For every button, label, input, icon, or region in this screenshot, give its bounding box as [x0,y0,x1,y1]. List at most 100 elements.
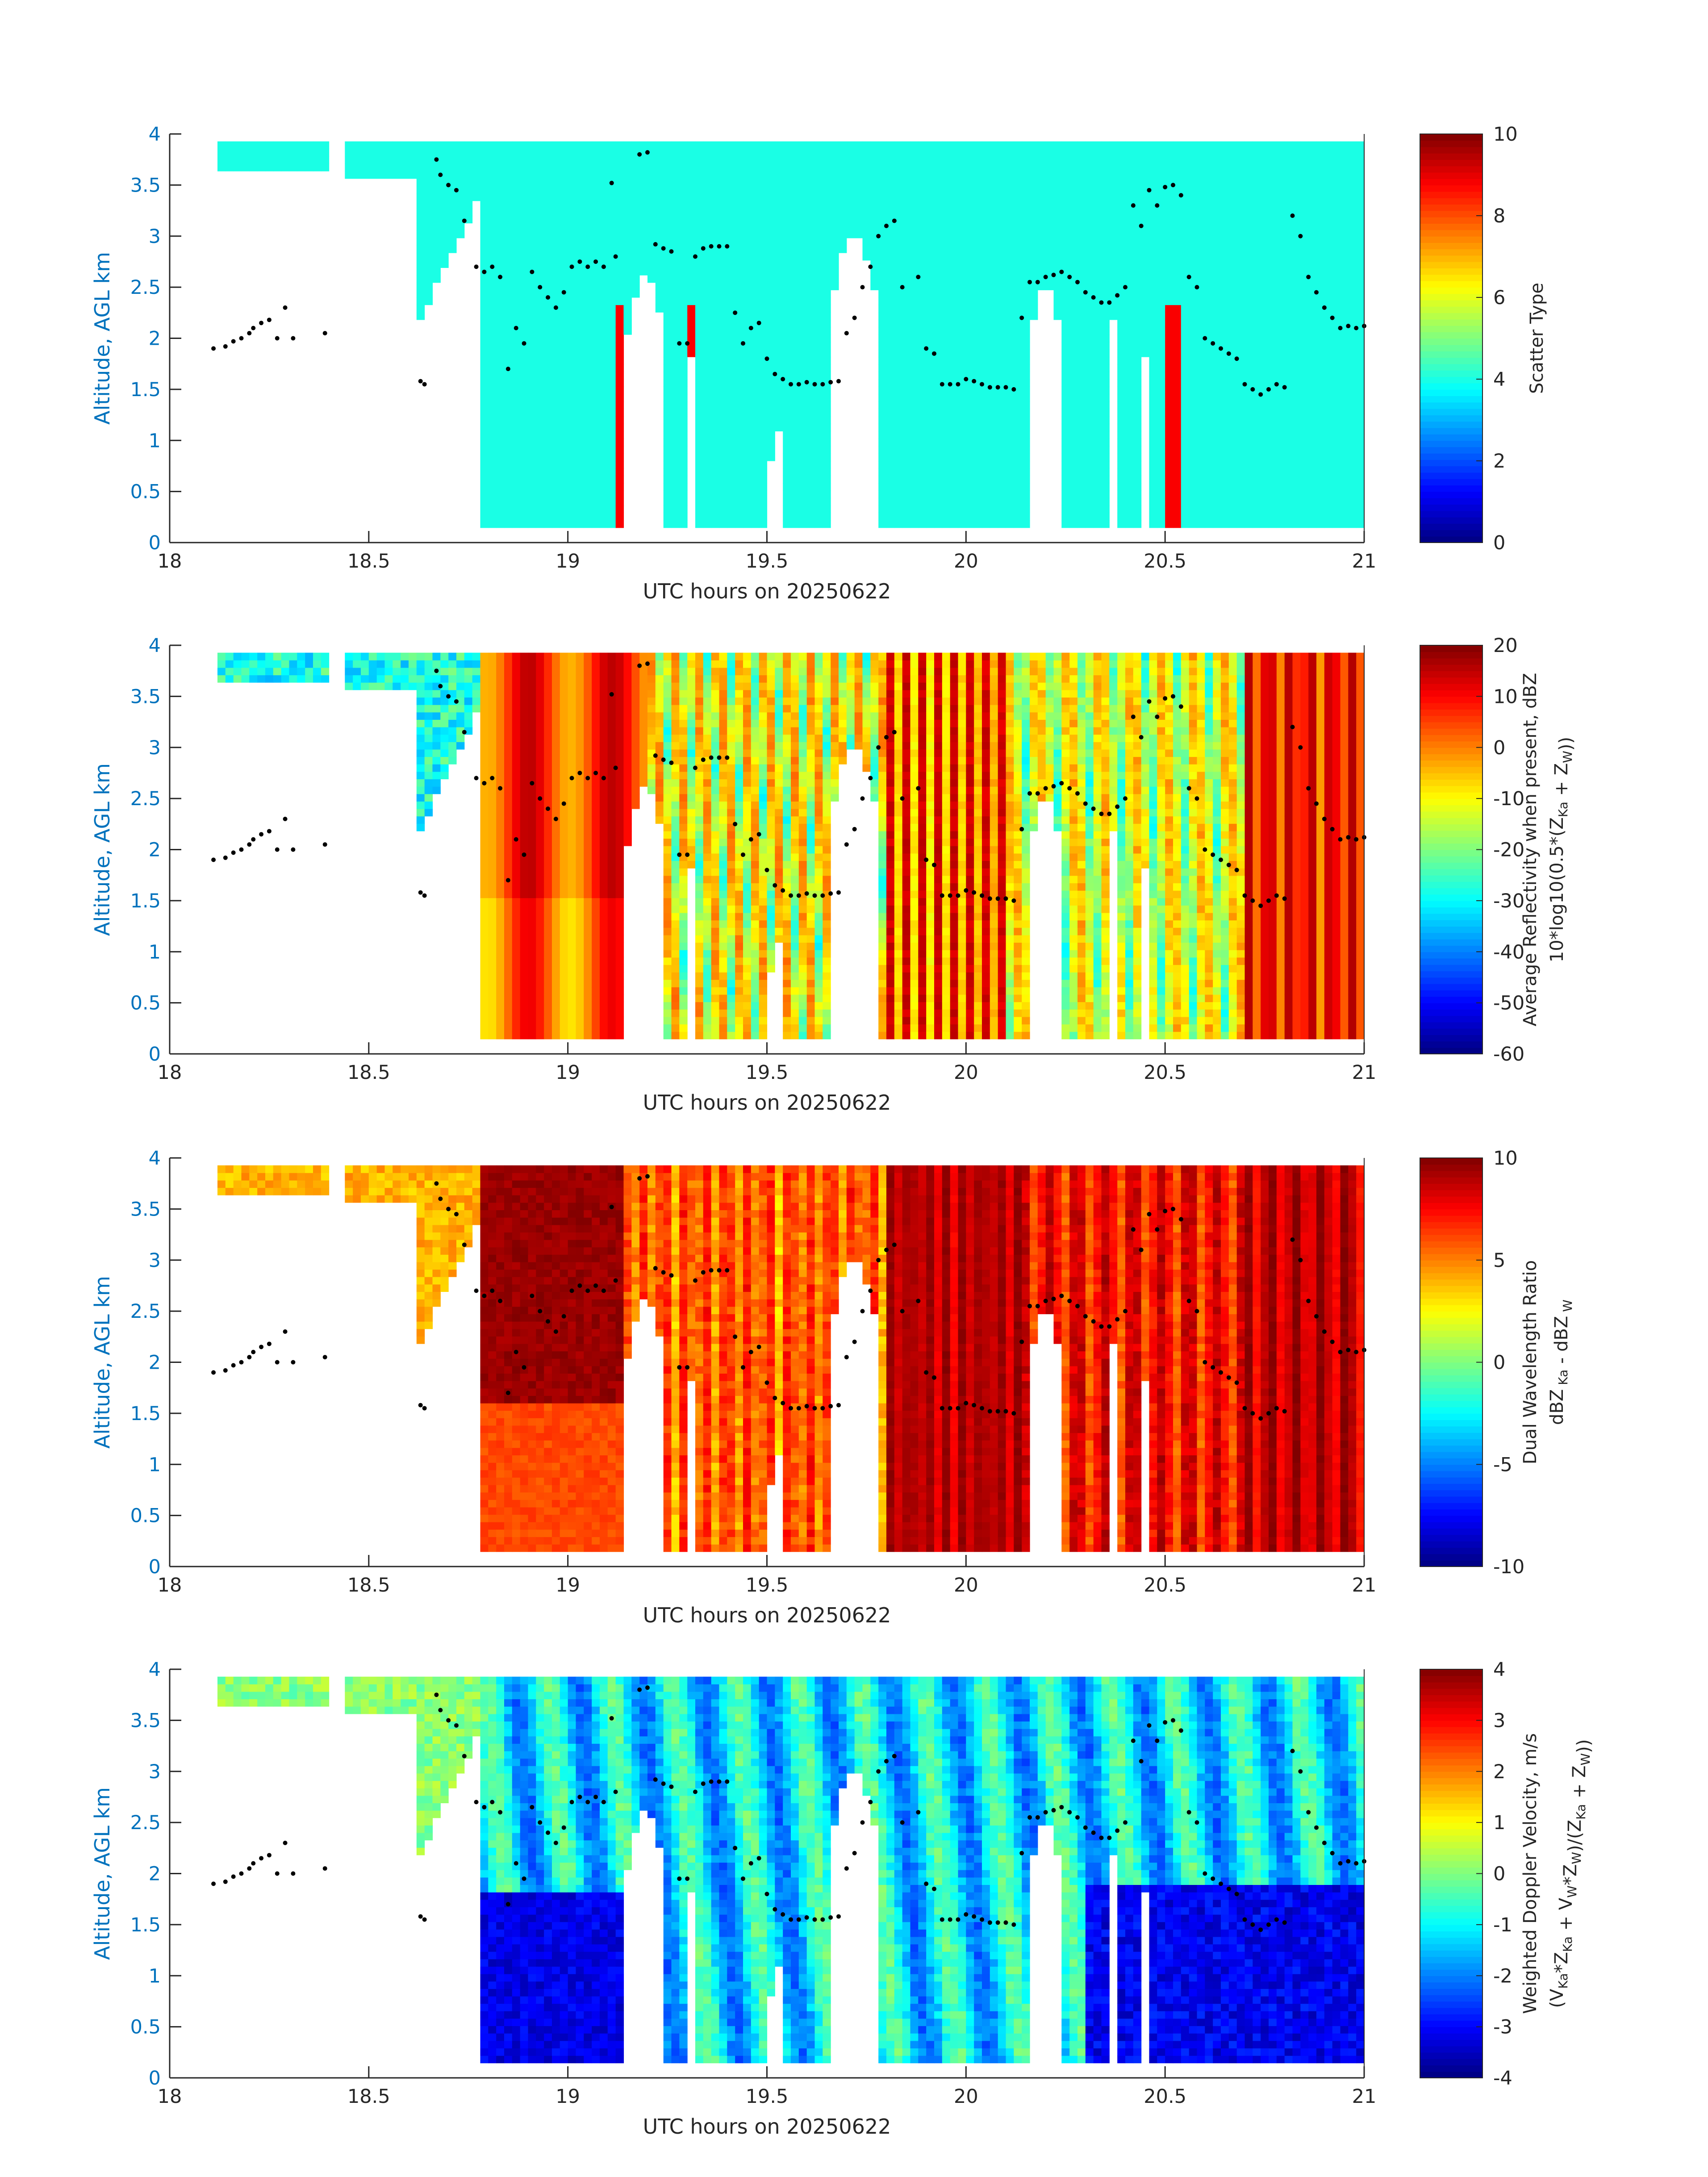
heatmap-cell [679,357,688,365]
heatmap-cell [512,141,521,149]
heatmap-cell [1165,416,1173,424]
heatmap-cell [679,468,688,476]
heatmap-cell [831,201,839,209]
heatmap-cell [1109,141,1118,149]
heatmap-cell [974,409,982,417]
heatmap-cell [655,163,664,171]
heatmap-cell [1125,141,1134,149]
heatmap-cell [225,163,234,171]
heatmap-cell [345,171,353,179]
heatmap-cell [1157,230,1165,238]
heatmap-cell [743,439,752,447]
heatmap-cell [966,416,974,424]
heatmap-cell [719,364,727,372]
heatmap-cell [512,476,521,484]
heatmap-cell [313,156,322,164]
heatmap-cell [1014,275,1022,283]
heatmap-cell [1253,401,1261,409]
heatmap-cell [600,208,608,216]
heatmap-cell [918,364,927,372]
heatmap-cell [1069,178,1078,186]
heatmap-cell [846,193,855,201]
heatmap-cell [998,379,1006,387]
heatmap-cell [1109,253,1118,261]
heatmap-cell [1037,141,1046,149]
heatmap-cell [791,409,799,417]
heatmap-cell [615,483,624,491]
heatmap-cell [1236,193,1245,201]
heatmap-cell [966,490,974,498]
heatmap-cell [942,297,951,305]
heatmap-cell [958,490,966,498]
heatmap-cell [798,253,807,261]
heatmap-cell [544,319,552,328]
heatmap-cell [1269,483,1277,491]
heatmap-cell [432,230,441,238]
heatmap-cell [480,186,489,194]
heatmap-cell [615,401,624,409]
heatmap-cell [592,423,600,431]
heatmap-cell [751,394,760,402]
heatmap-cell [966,342,974,350]
heatmap-cell [1173,357,1182,365]
heatmap-cell [1101,513,1110,521]
heatmap-cell [910,141,919,149]
heatmap-cell [1006,201,1014,209]
heatmap-cell [552,297,560,305]
heatmap-cell [1221,230,1229,238]
heatmap-cell [1093,253,1102,261]
heatmap-cell [886,394,895,402]
heatmap-cell [806,461,815,469]
heatmap-cell [1189,178,1198,186]
heatmap-cell [663,476,672,484]
heatmap-cell [480,379,489,387]
heatmap-cell [488,275,497,283]
heatmap-cell [1030,245,1038,253]
heatmap-cell [1022,178,1030,186]
heatmap-cell [831,282,839,290]
heatmap-cell [576,342,584,350]
heatmap-cell [504,357,513,365]
heatmap-cell [1125,342,1134,350]
heatmap-cell [974,223,982,231]
heatmap-cell [854,156,863,164]
heatmap-cell [1197,149,1205,157]
heatmap-cell [1189,201,1198,209]
heatmap-cell [886,201,895,209]
heatmap-cell [1228,156,1237,164]
heatmap-cell [671,290,680,298]
heatmap-cell [607,312,616,320]
heatmap-cell [886,238,895,246]
heatmap-cell [1261,149,1269,157]
heatmap-cell [1109,230,1118,238]
heatmap-cell [289,141,297,149]
heatmap-cell [878,141,887,149]
heatmap-cell [942,357,951,365]
heatmap-cell [1197,193,1205,201]
heatmap-cell [504,267,513,276]
heatmap-cell [1236,156,1245,164]
heatmap-cell [528,223,536,231]
heatmap-cell [998,216,1006,224]
heatmap-cell [1276,490,1285,498]
heatmap-cell [1149,260,1157,268]
heatmap-cell [1141,312,1150,320]
heatmap-cell [1022,409,1030,417]
heatmap-cell [504,409,513,417]
heatmap-cell [1244,498,1253,506]
heatmap-cell [1189,505,1198,513]
heatmap-cell [480,372,489,380]
heatmap-cell [1213,483,1221,491]
heatmap-cell [568,379,576,387]
heatmap-cell [966,275,974,283]
heatmap-cell [727,409,735,417]
heatmap-cell [783,401,791,409]
heatmap-cell [1037,267,1046,276]
heatmap-cell [711,297,720,305]
heatmap-cell [528,319,536,328]
heatmap-cell [966,245,974,253]
heatmap-cell [798,476,807,484]
heatmap-cell [297,149,305,157]
heatmap-cell [424,260,433,268]
heatmap-cell [520,149,529,157]
